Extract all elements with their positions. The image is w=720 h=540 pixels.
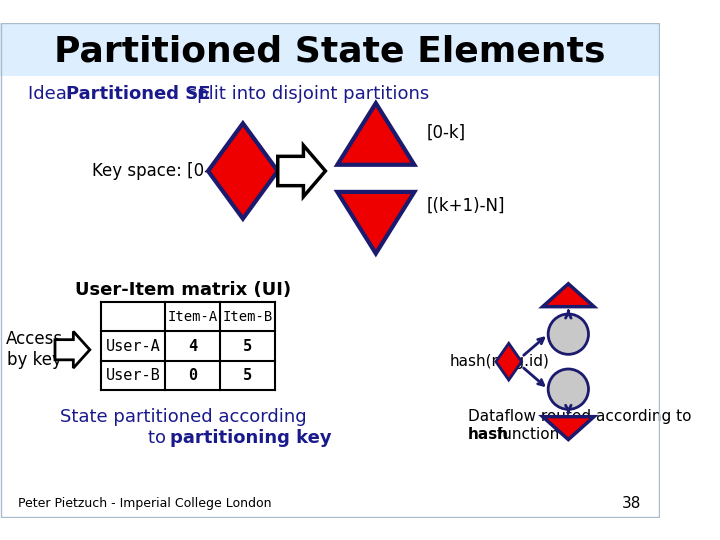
FancyBboxPatch shape <box>0 23 660 76</box>
Polygon shape <box>278 145 325 197</box>
Text: Idea:: Idea: <box>27 85 78 103</box>
Text: 38: 38 <box>622 496 642 511</box>
Text: [(k+1)-N]: [(k+1)-N] <box>426 197 505 215</box>
Text: [0-k]: [0-k] <box>426 124 465 141</box>
Polygon shape <box>55 332 90 368</box>
Polygon shape <box>543 417 594 440</box>
Text: function: function <box>492 427 559 442</box>
Text: State partitioned according: State partitioned according <box>60 408 307 426</box>
Text: 5: 5 <box>243 339 252 354</box>
Circle shape <box>548 369 588 409</box>
Text: split into disjoint partitions: split into disjoint partitions <box>181 85 428 103</box>
Polygon shape <box>338 103 414 165</box>
Polygon shape <box>543 284 594 307</box>
Text: User-Item matrix (UI): User-Item matrix (UI) <box>76 281 292 299</box>
Text: Key space: [0-N]: Key space: [0-N] <box>91 162 229 180</box>
Text: hash: hash <box>467 427 508 442</box>
Text: 4: 4 <box>188 339 197 354</box>
Polygon shape <box>338 192 414 253</box>
Circle shape <box>548 314 588 354</box>
Polygon shape <box>208 123 278 219</box>
Text: Partitioned SE: Partitioned SE <box>66 85 210 103</box>
Polygon shape <box>496 343 521 380</box>
Text: User-A: User-A <box>106 339 161 354</box>
Text: 5: 5 <box>243 368 252 383</box>
Text: Partitioned State Elements: Partitioned State Elements <box>54 35 606 69</box>
Text: Peter Pietzuch - Imperial College London: Peter Pietzuch - Imperial College London <box>18 497 272 510</box>
Text: Item-B: Item-B <box>222 310 273 324</box>
Text: hash(msg.id): hash(msg.id) <box>449 354 549 369</box>
Text: User-B: User-B <box>106 368 161 383</box>
Text: to: to <box>148 429 172 447</box>
Text: Dataflow routed according to: Dataflow routed according to <box>467 409 691 424</box>
Text: Access
by key: Access by key <box>6 330 63 369</box>
Text: Item-A: Item-A <box>167 310 217 324</box>
Text: partitioning key: partitioning key <box>170 429 331 447</box>
Text: 0: 0 <box>188 368 197 383</box>
